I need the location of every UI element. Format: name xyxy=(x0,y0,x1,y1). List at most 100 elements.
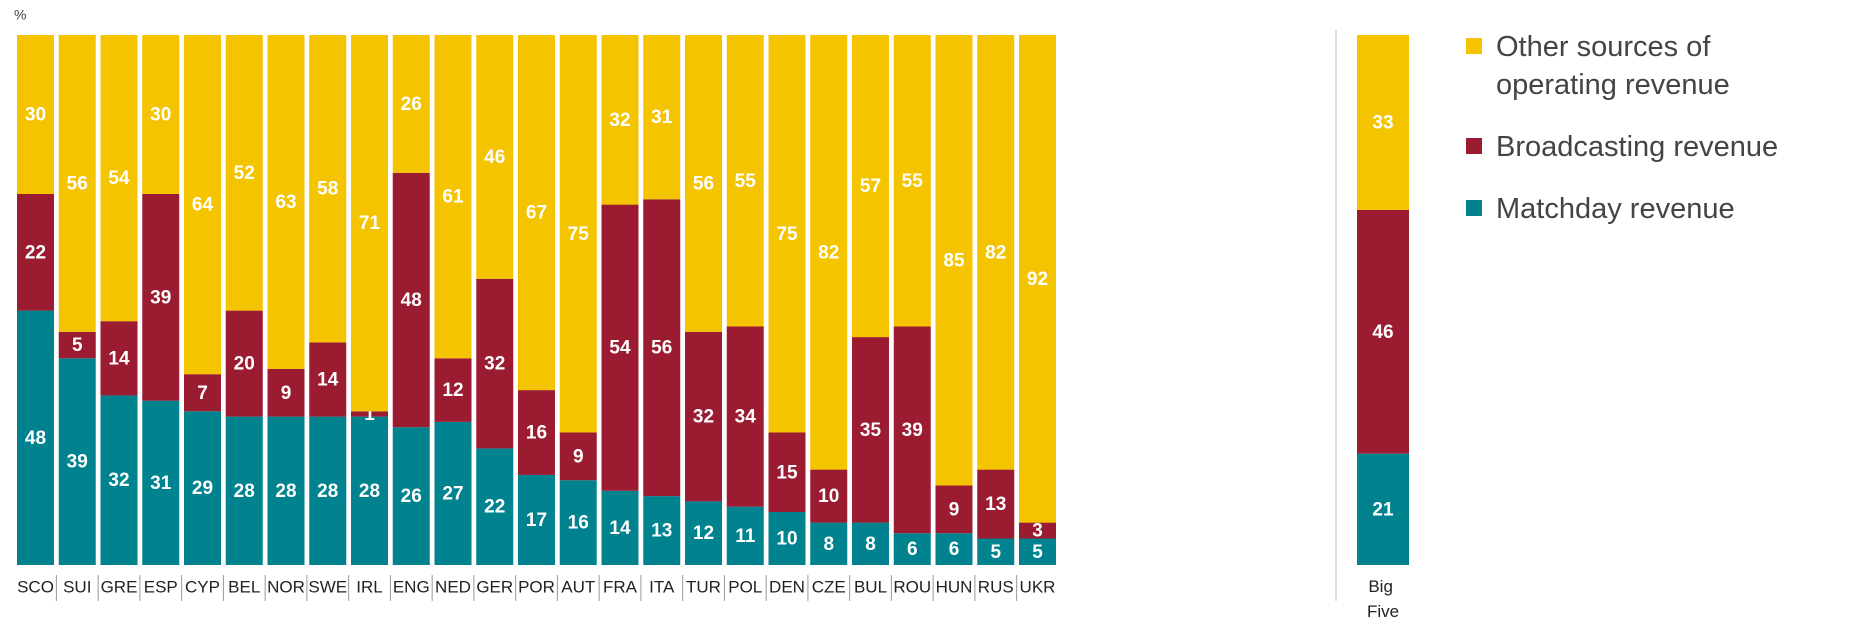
bar-segment xyxy=(643,35,681,200)
value-label: 32 xyxy=(484,354,505,375)
bar-segment xyxy=(643,496,681,565)
value-label: 28 xyxy=(317,481,338,502)
x-tick-label: ENG xyxy=(393,577,430,596)
value-label: 14 xyxy=(317,370,339,391)
x-tick-label: GER xyxy=(476,577,513,596)
bar-segment xyxy=(225,310,263,417)
bar-segment xyxy=(58,358,96,565)
value-label: 39 xyxy=(902,420,923,441)
bar-segment xyxy=(225,416,263,565)
bar-segment xyxy=(392,35,430,173)
bar-segment xyxy=(977,538,1015,565)
x-tick-label: Big Five xyxy=(1367,577,1399,621)
value-label: 30 xyxy=(25,105,46,126)
x-tick-label: BUL xyxy=(854,577,887,596)
bar-segment xyxy=(267,35,305,369)
value-label: 48 xyxy=(25,428,46,449)
value-label: 55 xyxy=(735,171,757,192)
value-label: 33 xyxy=(1372,112,1393,133)
value-label: 10 xyxy=(776,529,797,550)
bar-segment xyxy=(726,506,764,565)
value-label: 56 xyxy=(693,173,714,194)
bar-segment xyxy=(518,390,555,475)
value-label: 67 xyxy=(526,203,547,224)
bar-segment xyxy=(559,480,597,565)
bar-segment xyxy=(685,35,722,332)
bar-segment xyxy=(351,416,388,565)
bar-segment xyxy=(392,427,430,565)
bar-segment xyxy=(768,35,806,433)
bar-segment xyxy=(309,342,347,417)
chart: % 482230SCO39556SUI321454GRE313930ESP297… xyxy=(14,7,1409,621)
value-label: 82 xyxy=(818,242,839,263)
bar-segment xyxy=(935,35,973,486)
bar-segment xyxy=(768,512,806,565)
bar-segment xyxy=(810,469,848,523)
value-label: 12 xyxy=(693,523,714,544)
value-label: 56 xyxy=(67,173,88,194)
x-tick-label: POR xyxy=(518,577,555,596)
value-label: 7 xyxy=(197,383,208,404)
bar-segment xyxy=(1357,453,1409,565)
value-label: 17 xyxy=(526,510,547,531)
y-axis-label: % xyxy=(14,7,26,23)
bar-segment xyxy=(100,35,138,322)
bar-segment xyxy=(184,411,221,565)
bar-segment xyxy=(434,35,472,359)
value-label: 21 xyxy=(1372,499,1394,520)
value-label: 6 xyxy=(907,539,918,560)
value-label: 26 xyxy=(401,486,422,507)
value-label: 56 xyxy=(651,338,672,359)
value-label: 39 xyxy=(67,452,88,473)
bar-segment xyxy=(810,35,848,470)
value-label: 22 xyxy=(25,242,46,263)
bar-segment xyxy=(852,337,889,523)
bar-segment xyxy=(893,533,931,565)
x-tick-label: SUI xyxy=(63,577,91,596)
legend-item: Other sources of operating revenue xyxy=(1466,28,1838,104)
value-label: 39 xyxy=(150,287,171,308)
value-label: 63 xyxy=(275,192,296,213)
x-tick-label: CYP xyxy=(185,577,220,596)
bar-segment xyxy=(1019,522,1056,539)
value-label: 32 xyxy=(693,407,714,428)
legend: Other sources of operating revenue Broadc… xyxy=(1466,28,1838,252)
bar-segment xyxy=(58,331,96,359)
x-tick-label: GRE xyxy=(101,577,138,596)
bar-segment xyxy=(977,469,1015,539)
bar-segment xyxy=(476,35,514,279)
x-tick-label: SCO xyxy=(17,577,54,596)
bar-segment xyxy=(893,326,931,534)
value-label: 5 xyxy=(990,542,1001,563)
legend-swatch xyxy=(1466,138,1482,154)
bar-segment xyxy=(685,501,722,565)
bar-segment xyxy=(852,35,889,338)
bar-segment xyxy=(559,432,597,481)
value-label: 16 xyxy=(568,513,589,534)
bar-segment xyxy=(768,432,806,512)
x-tick-label: FRA xyxy=(603,577,638,596)
value-label: 54 xyxy=(609,338,631,359)
value-label: 5 xyxy=(1032,542,1043,563)
value-label: 12 xyxy=(442,380,463,401)
value-label: 26 xyxy=(401,94,422,115)
bar-segment xyxy=(142,194,180,401)
legend-item: Matchday revenue xyxy=(1466,190,1838,228)
value-label: 11 xyxy=(735,526,756,547)
bar-segment xyxy=(309,35,347,343)
value-label: 32 xyxy=(609,110,630,131)
value-label: 32 xyxy=(108,470,129,491)
value-label: 75 xyxy=(776,224,798,245)
bar-segment xyxy=(643,199,681,497)
value-label: 10 xyxy=(818,486,839,507)
value-label: 54 xyxy=(108,168,130,189)
bar-segment xyxy=(58,35,96,332)
bar-segment xyxy=(351,35,388,412)
bar-segment xyxy=(142,35,180,194)
bar-segment xyxy=(1357,209,1409,454)
value-label: 46 xyxy=(484,147,505,168)
x-tick-label: ESP xyxy=(144,577,178,596)
bar-segment xyxy=(434,421,472,565)
value-label: 8 xyxy=(865,534,876,555)
